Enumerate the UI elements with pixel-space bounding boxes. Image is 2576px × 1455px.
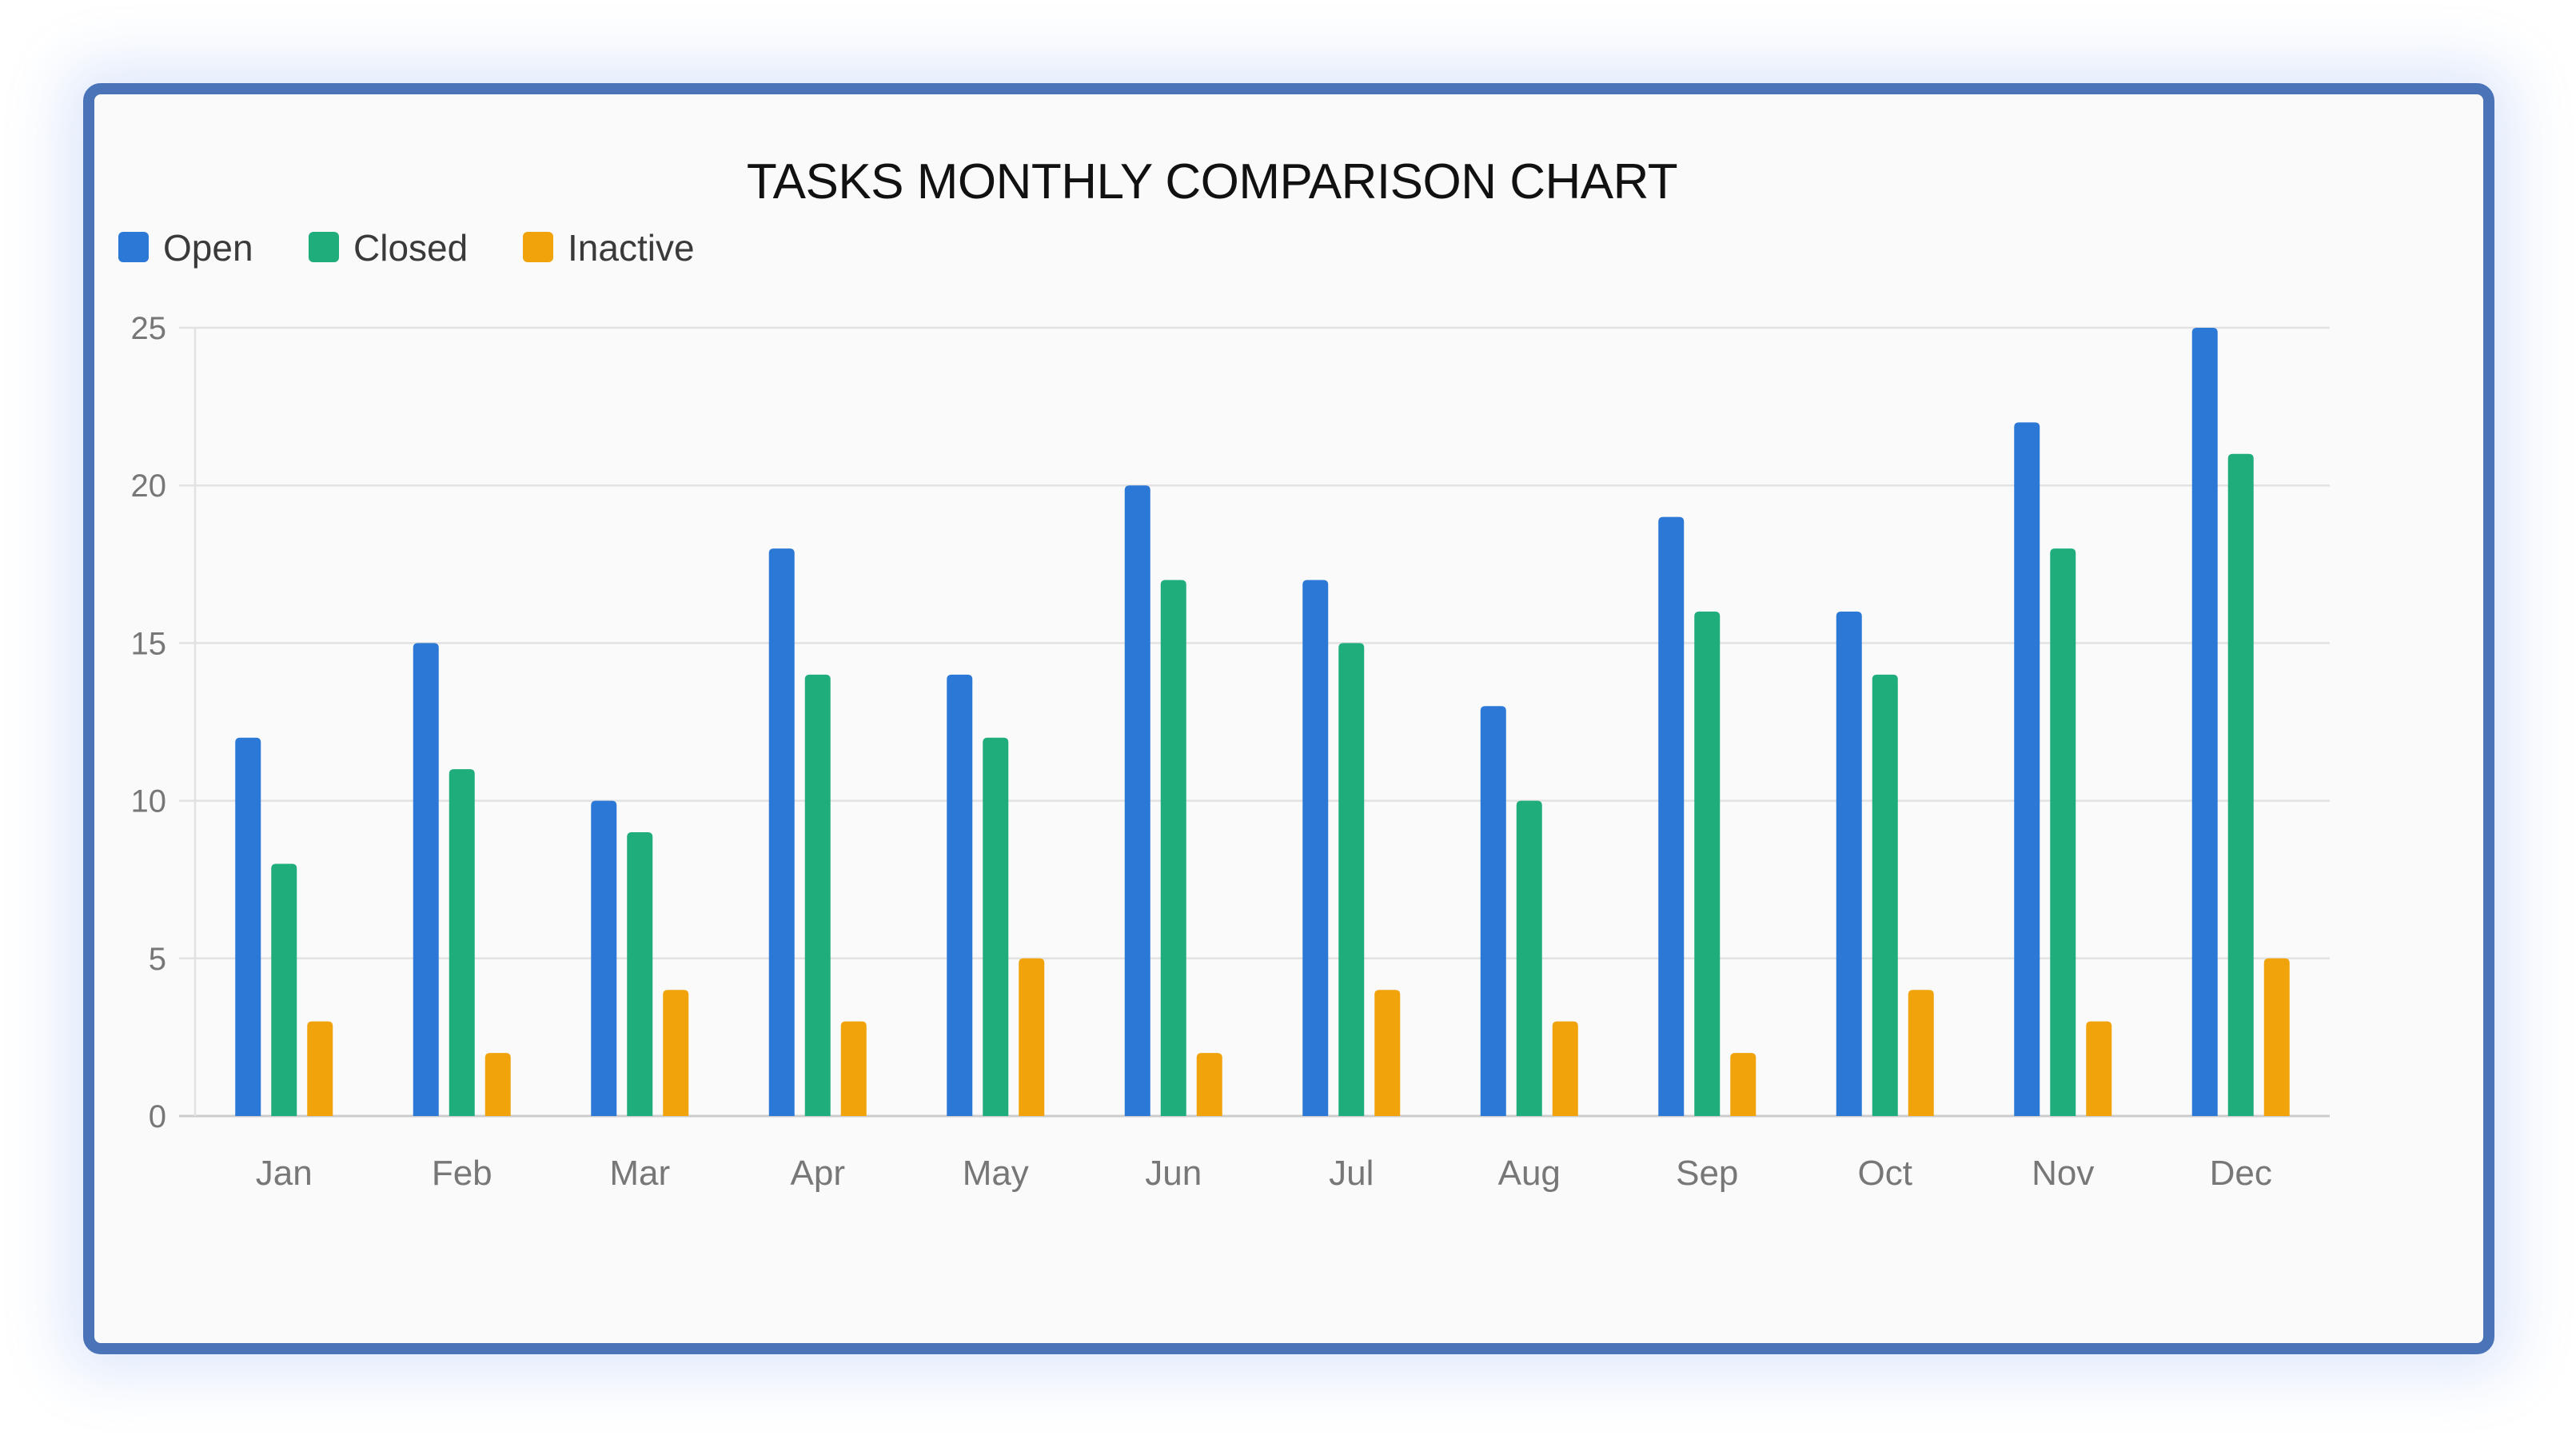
bar-inactive-feb <box>484 1053 511 1116</box>
bar-inactive-sep <box>1730 1053 1757 1116</box>
bar-chart: TASKS MONTHLY COMPARISON CHART Open Close… <box>118 154 2330 1193</box>
y-tick-label-25: 25 <box>131 311 167 346</box>
bar-open-sep <box>1658 516 1685 1116</box>
legend-item-open: Open <box>118 227 253 269</box>
bar-inactive-dec <box>2263 958 2290 1116</box>
bar-closed-feb <box>449 769 475 1116</box>
x-tick-label-jul: Jul <box>1329 1154 1374 1193</box>
bar-open-aug <box>1480 706 1506 1116</box>
legend-swatch-closed <box>309 232 339 262</box>
x-tick-label-oct: Oct <box>1858 1154 1912 1193</box>
bar-inactive-may <box>1019 958 1045 1116</box>
bar-closed-aug <box>1516 800 1542 1116</box>
legend-label-inactive: Inactive <box>568 227 695 269</box>
bar-closed-jan <box>271 863 297 1116</box>
x-tick-label-jun: Jun <box>1145 1154 1202 1193</box>
x-tick-label-sep: Sep <box>1676 1154 1738 1193</box>
bar-closed-jul <box>1338 643 1365 1116</box>
chart-title: TASKS MONTHLY COMPARISON CHART <box>747 154 1677 209</box>
legend-item-inactive: Inactive <box>523 227 695 269</box>
bars <box>235 328 2290 1116</box>
bar-open-jun <box>1124 485 1150 1116</box>
x-tick-label-nov: Nov <box>2032 1154 2094 1193</box>
y-tick-label-10: 10 <box>131 784 167 819</box>
x-axis-labels: Jan Feb Mar Apr May Jun Jul Aug Sep Oct Nov Dec <box>256 1154 2272 1193</box>
bar-inactive-jan <box>307 1021 333 1116</box>
bar-open-jan <box>235 737 261 1116</box>
legend-item-closed: Closed <box>309 227 468 269</box>
y-tick-label-15: 15 <box>131 626 167 661</box>
bar-closed-dec <box>2227 453 2254 1116</box>
bar-open-feb <box>413 643 439 1116</box>
x-tick-label-dec: Dec <box>2210 1154 2272 1193</box>
bar-inactive-nov <box>2086 1021 2112 1116</box>
bar-open-dec <box>2191 328 2218 1116</box>
x-tick-label-mar: Mar <box>609 1154 670 1193</box>
bar-closed-may <box>983 737 1009 1116</box>
bar-inactive-jun <box>1196 1053 1222 1116</box>
bar-open-may <box>947 674 973 1116</box>
legend: Open Closed Inactive <box>118 227 695 269</box>
bar-open-oct <box>1836 611 1862 1116</box>
y-axis-ticks: 0 5 10 15 20 25 <box>131 311 167 1134</box>
bar-open-apr <box>768 548 795 1116</box>
bar-closed-mar <box>627 832 653 1116</box>
bar-closed-apr <box>804 674 831 1116</box>
x-tick-label-may: May <box>963 1154 1029 1193</box>
bar-closed-sep <box>1694 611 1721 1116</box>
bar-open-mar <box>591 800 617 1116</box>
bar-open-nov <box>2014 422 2040 1116</box>
grid-lines <box>179 326 2330 1118</box>
legend-swatch-open <box>118 232 149 262</box>
y-tick-label-0: 0 <box>149 1099 166 1134</box>
bar-closed-jun <box>1160 580 1186 1116</box>
x-tick-label-jan: Jan <box>256 1154 313 1193</box>
bar-closed-oct <box>1872 674 1898 1116</box>
bar-inactive-apr <box>840 1021 867 1116</box>
bar-inactive-mar <box>663 990 689 1116</box>
y-tick-label-20: 20 <box>131 468 167 504</box>
chart-card: TASKS MONTHLY COMPARISON CHART Open Close… <box>83 83 2494 1354</box>
legend-swatch-inactive <box>523 232 553 262</box>
legend-label-closed: Closed <box>353 227 468 269</box>
legend-label-open: Open <box>163 227 253 269</box>
bar-closed-nov <box>2050 548 2076 1116</box>
x-tick-label-feb: Feb <box>432 1154 492 1193</box>
bar-open-jul <box>1302 580 1329 1116</box>
x-tick-label-apr: Apr <box>791 1154 845 1193</box>
bar-inactive-oct <box>1908 990 1934 1116</box>
bar-inactive-jul <box>1374 990 1401 1116</box>
x-tick-label-aug: Aug <box>1498 1154 1561 1193</box>
y-tick-label-5: 5 <box>149 942 166 977</box>
bar-inactive-aug <box>1552 1021 1578 1116</box>
